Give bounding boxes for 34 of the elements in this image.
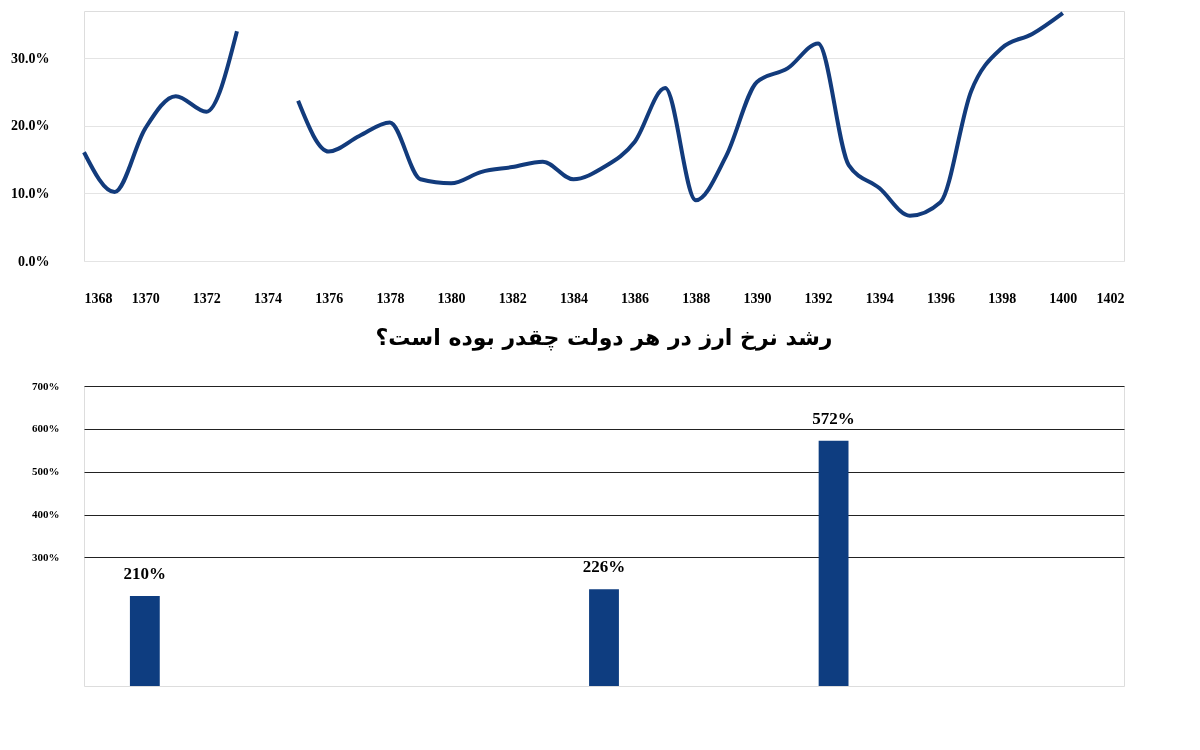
x-tick-label: 1388 <box>682 290 711 306</box>
x-tick-label: 1382 <box>498 290 527 306</box>
y-tick-label: 700% <box>32 379 60 392</box>
x-tick-label: 1400 <box>1049 290 1078 306</box>
x-tick-label: 1374 <box>254 290 283 306</box>
x-tick-label: 1392 <box>804 290 833 306</box>
x-tick-label: 1386 <box>621 290 650 306</box>
x-tick-label: 1378 <box>376 290 405 306</box>
y-tick-label: 20.0% <box>11 118 50 134</box>
y-tick-label: 10.0% <box>11 185 50 201</box>
y-tick-label: 600% <box>32 422 60 435</box>
data-label: 572% <box>812 408 855 428</box>
x-tick-label: 1368 <box>84 290 113 306</box>
data-label: 226% <box>582 557 626 577</box>
x-tick-label: 1396 <box>926 290 955 306</box>
x-tick-label: 1372 <box>192 290 221 306</box>
x-tick-label: 1398 <box>988 290 1017 306</box>
x-tick-label: 1380 <box>437 290 466 306</box>
y-tick-label: 0.0% <box>18 253 50 269</box>
bar <box>589 589 619 686</box>
x-tick-label: 1384 <box>559 290 588 306</box>
x-tick-label: 1370 <box>131 290 160 306</box>
x-tick-label: 1394 <box>865 290 894 306</box>
x-tick-label: 1376 <box>315 290 344 306</box>
bar <box>818 440 849 686</box>
data-label: 210% <box>123 564 167 583</box>
y-tick-label: 300% <box>32 550 60 563</box>
x-tick-label: 1390 <box>743 290 772 306</box>
y-tick-label: 400% <box>32 508 60 521</box>
chart-title: رشد نرخ ارز در هر دولت چقدر بوده است؟ <box>375 325 833 351</box>
y-tick-label: 500% <box>32 465 60 478</box>
x-tick-label: 1402 <box>1096 290 1125 306</box>
bar <box>129 596 160 686</box>
y-tick-label: 30.0% <box>11 50 50 66</box>
